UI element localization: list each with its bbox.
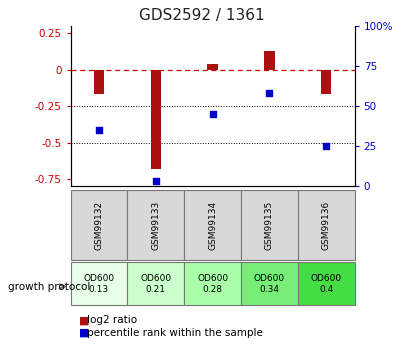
Text: OD600
0.21: OD600 0.21 [140, 274, 171, 294]
Text: OD600
0.13: OD600 0.13 [83, 274, 114, 294]
Text: GSM99136: GSM99136 [322, 200, 331, 250]
Text: OD600
0.28: OD600 0.28 [197, 274, 228, 294]
Bar [71, 262, 127, 305]
Text: GDS2592 / 1361: GDS2592 / 1361 [139, 8, 264, 23]
Point [96, 127, 102, 133]
Bar [264, 51, 274, 70]
Point [210, 111, 216, 117]
Text: GSM99133: GSM99133 [151, 200, 160, 250]
Text: percentile rank within the sample: percentile rank within the sample [87, 328, 262, 338]
Point [152, 179, 159, 184]
Text: ■: ■ [79, 328, 89, 338]
Point [323, 144, 330, 149]
Bar [71, 190, 127, 260]
Bar [298, 262, 355, 305]
Text: ■: ■ [79, 315, 89, 325]
Text: OD600
0.34: OD600 0.34 [254, 274, 285, 294]
Bar [94, 70, 104, 95]
Bar [184, 190, 241, 260]
Bar [127, 262, 184, 305]
Text: GSM99135: GSM99135 [265, 200, 274, 250]
Point [266, 90, 273, 96]
Text: log2 ratio: log2 ratio [87, 315, 137, 325]
Bar [151, 70, 161, 169]
Bar [127, 190, 184, 260]
Bar [208, 64, 218, 70]
Bar [184, 262, 241, 305]
Bar [241, 190, 298, 260]
Bar [321, 70, 331, 95]
Text: GSM99132: GSM99132 [94, 200, 104, 250]
Bar [298, 190, 355, 260]
Bar [241, 262, 298, 305]
Text: GSM99134: GSM99134 [208, 200, 217, 250]
Text: OD600
0.4: OD600 0.4 [311, 274, 342, 294]
Text: growth protocol: growth protocol [8, 282, 90, 292]
